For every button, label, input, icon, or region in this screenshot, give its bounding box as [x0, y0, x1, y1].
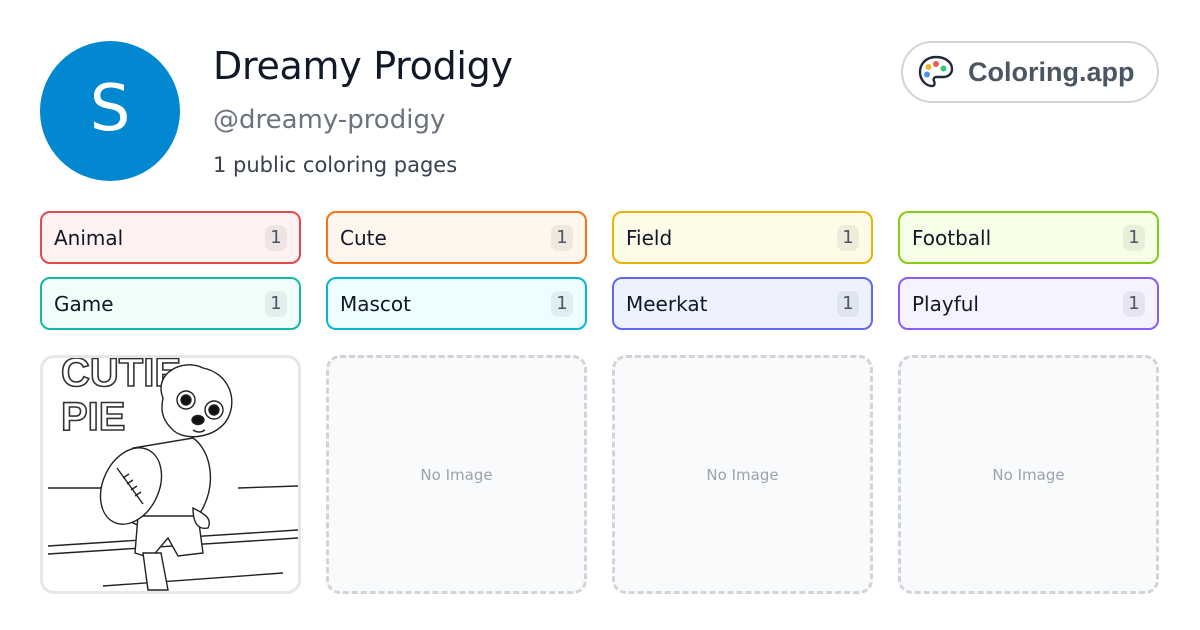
tag-count-badge: 1	[265, 224, 287, 251]
tag-label: Field	[626, 225, 673, 250]
tag-count-badge: 1	[551, 224, 573, 251]
tag-game[interactable]: Game 1	[40, 277, 301, 330]
profile-name: Dreamy Prodigy	[213, 44, 513, 88]
tag-label: Game	[54, 291, 114, 316]
brand-label: Coloring.app	[968, 56, 1135, 87]
tag-label: Cute	[340, 225, 387, 250]
tag-count-badge: 1	[837, 290, 859, 317]
coloring-page-thumbnail[interactable]: CUTIE PIE	[40, 355, 301, 594]
tag-count-badge: 1	[265, 290, 287, 317]
tag-count-badge: 1	[551, 290, 573, 317]
tag-animal[interactable]: Animal 1	[40, 211, 301, 264]
brand-badge[interactable]: Coloring.app	[901, 41, 1159, 103]
tag-mascot[interactable]: Mascot 1	[326, 277, 587, 330]
tag-field[interactable]: Field 1	[612, 211, 873, 264]
tag-football[interactable]: Football 1	[898, 211, 1159, 264]
avatar: S	[40, 41, 180, 181]
tag-playful[interactable]: Playful 1	[898, 277, 1159, 330]
tag-label: Meerkat	[626, 291, 708, 316]
profile-handle: @dreamy-prodigy	[213, 105, 446, 135]
svg-text:CUTIE: CUTIE	[61, 358, 181, 395]
no-image-placeholder: No Image	[420, 465, 493, 484]
tag-label: Playful	[912, 291, 979, 316]
no-image-placeholder: No Image	[992, 465, 1065, 484]
tag-label: Mascot	[340, 291, 412, 316]
no-image-placeholder: No Image	[706, 465, 779, 484]
palette-icon	[918, 55, 954, 88]
avatar-initial: S	[89, 72, 131, 146]
meerkat-football-illustration: CUTIE PIE	[47, 358, 298, 591]
tag-cute[interactable]: Cute 1	[326, 211, 587, 264]
svg-text:PIE: PIE	[61, 395, 125, 439]
tag-count-badge: 1	[1123, 224, 1145, 251]
tag-label: Football	[912, 225, 992, 250]
page-count: 1 public coloring pages	[213, 153, 458, 177]
tag-label: Animal	[54, 225, 124, 250]
tag-count-badge: 1	[1123, 290, 1145, 317]
tag-meerkat[interactable]: Meerkat 1	[612, 277, 873, 330]
empty-gallery-slot: No Image	[898, 355, 1159, 594]
tag-count-badge: 1	[837, 224, 859, 251]
empty-gallery-slot: No Image	[612, 355, 873, 594]
empty-gallery-slot: No Image	[326, 355, 587, 594]
